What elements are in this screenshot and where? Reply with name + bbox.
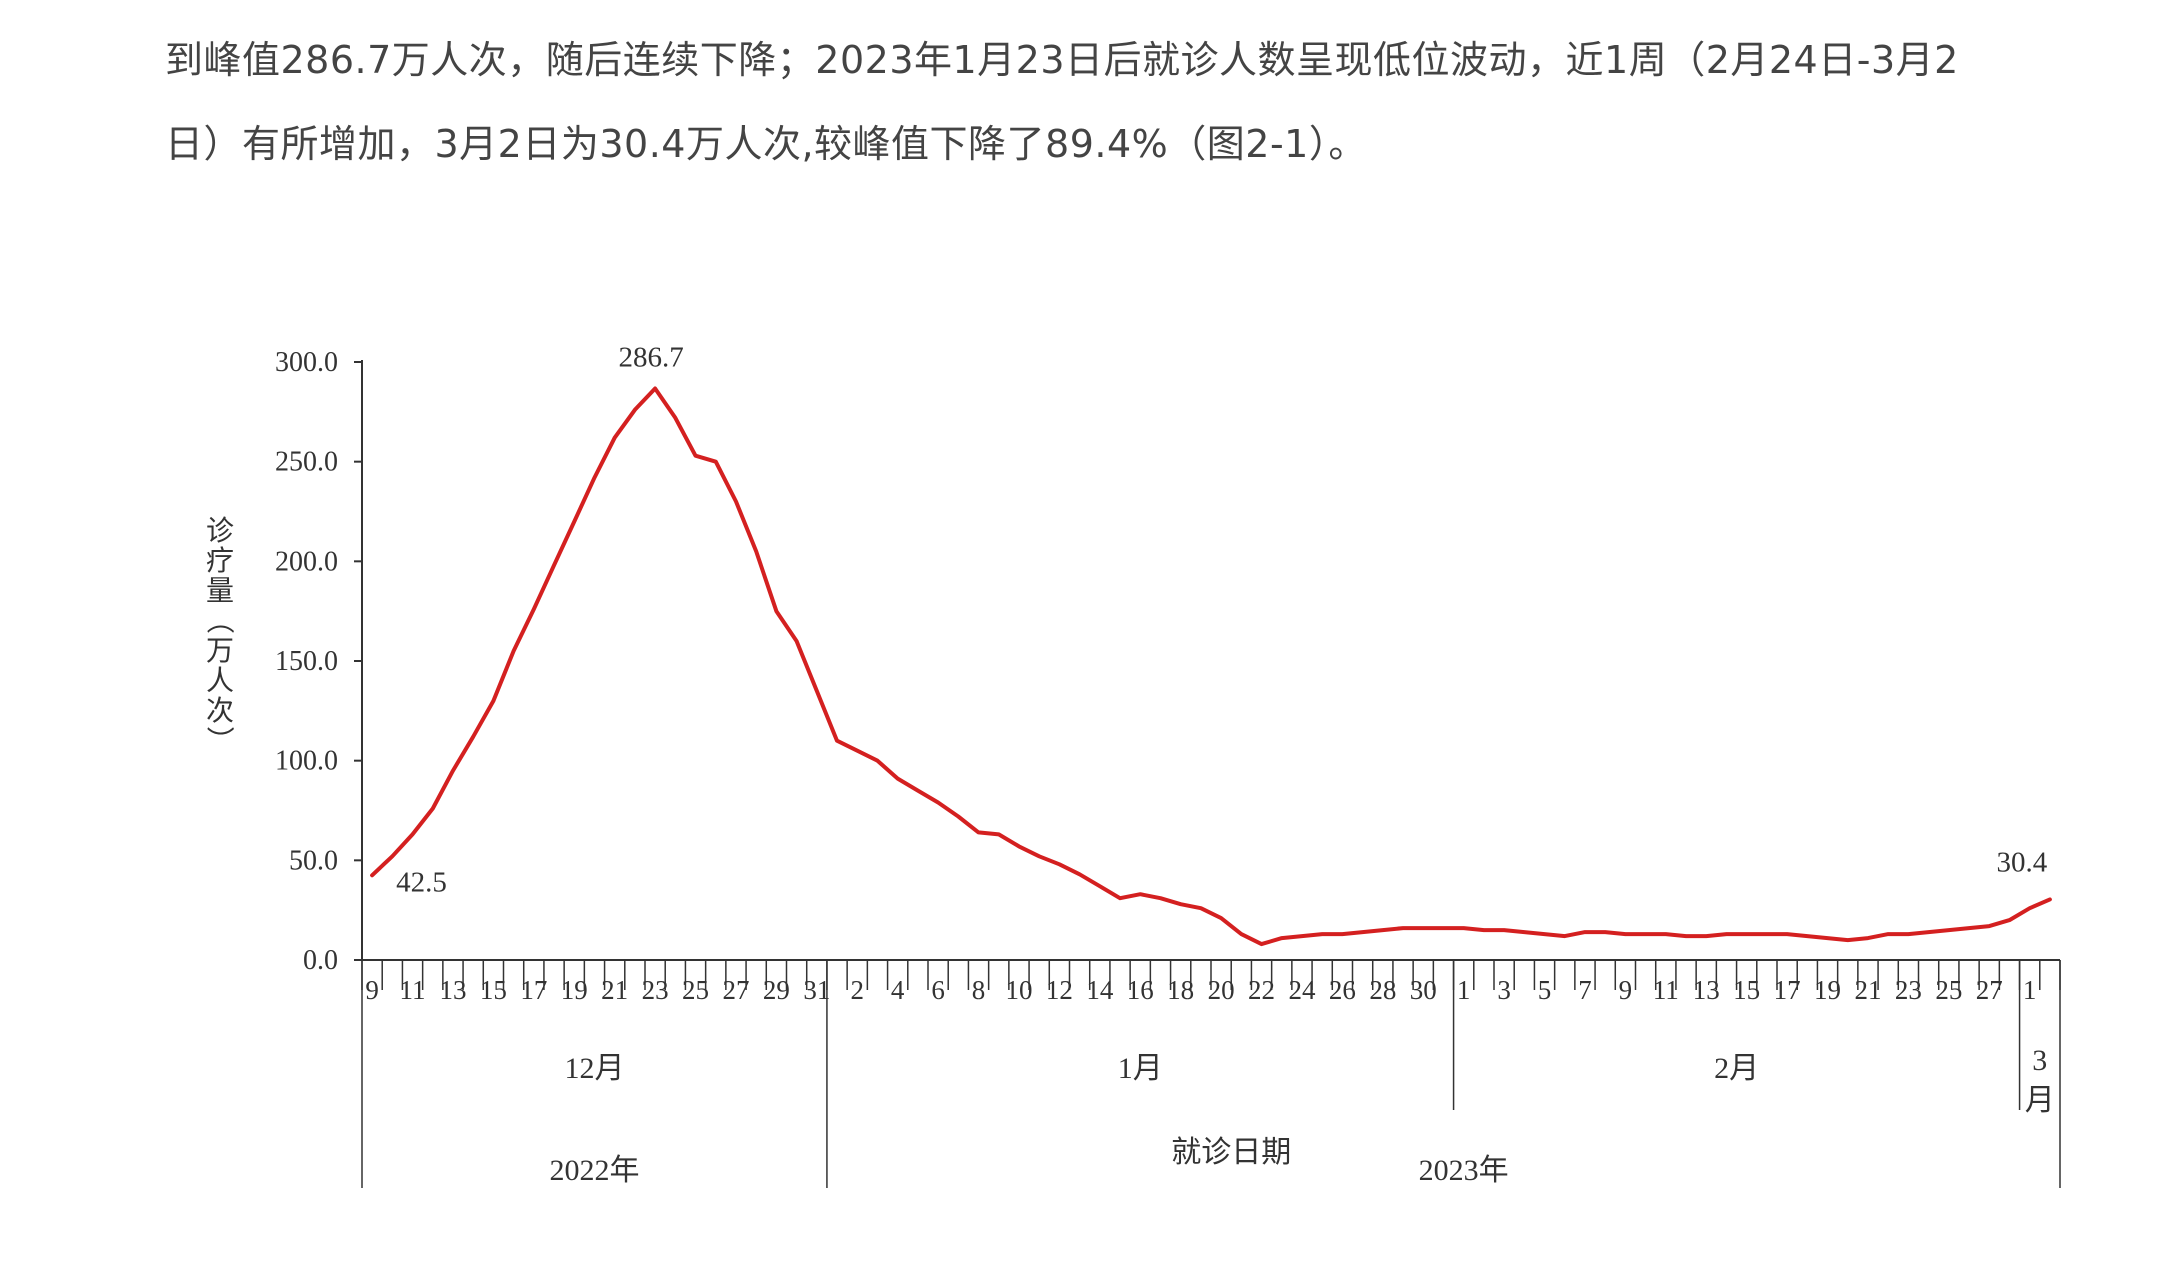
x-tick-label: 28 (1369, 975, 1396, 1005)
x-tick-label: 26 (1329, 975, 1356, 1005)
x-tick-label: 10 (1005, 975, 1032, 1005)
x-tick-label: 3 (1497, 975, 1511, 1005)
annotation-end: 30.4 (1997, 846, 2048, 878)
x-tick-label: 23 (1895, 975, 1922, 1005)
y-axis-title-char: ） (203, 726, 236, 754)
x-tick-label: 24 (1288, 975, 1316, 1005)
x-tick-label: 7 (1578, 975, 1592, 1005)
y-tick-label: 300.0 (275, 347, 338, 378)
x-tick-label: 30 (1410, 975, 1437, 1005)
y-axis-title: 诊疗量（万人次） (203, 514, 236, 754)
x-tick-label: 6 (931, 975, 945, 1005)
y-axis-title-char: 诊 (206, 514, 234, 547)
x-tick-label: 15 (480, 975, 507, 1005)
x-tick-label: 13 (439, 975, 466, 1005)
x-tick-label: 27 (1976, 975, 2003, 1005)
x-tick-label: 11 (1653, 975, 1679, 1005)
x-tick-label: 9 (365, 975, 379, 1005)
x-tick-label: 5 (1538, 975, 1552, 1005)
y-tick-label: 0.0 (303, 945, 338, 976)
x-tick-label: 16 (1127, 975, 1154, 1005)
x-tick-label: 19 (1814, 975, 1841, 1005)
intro-line-1: 到峰值286.7万人次，随后连续下降；2023年1月23日后就诊人数呈现低位波动… (165, 38, 1959, 82)
y-axis-title-char: 万 (206, 634, 234, 667)
y-tick-label: 150.0 (275, 646, 338, 677)
x-tick-label: 25 (1935, 975, 1962, 1005)
month-label: 2月 (1714, 1052, 1759, 1085)
x-tick-label: 20 (1208, 975, 1235, 1005)
x-tick-label: 2 (851, 975, 865, 1005)
month-label: 1月 (1118, 1052, 1163, 1085)
x-tick-label: 14 (1086, 975, 1114, 1005)
year-label: 2023年 (1419, 1154, 1509, 1187)
y-axis-title-char: 人 (206, 664, 234, 697)
x-tick-label: 9 (1619, 975, 1633, 1005)
x-tick-label: 23 (642, 975, 669, 1005)
x-tick-label: 13 (1693, 975, 1720, 1005)
annotations: 42.5 286.7 30.4 (396, 342, 2048, 899)
x-tick-label: 25 (682, 975, 709, 1005)
x-tick-label: 29 (763, 975, 790, 1005)
x-tick-label: 17 (1774, 975, 1801, 1005)
annotation-peak: 286.7 (618, 342, 683, 374)
y-tick-label: 50.0 (289, 845, 338, 876)
y-axis-title-char: （ (203, 606, 236, 634)
intro-text: 到峰值286.7万人次，随后连续下降；2023年1月23日后就诊人数呈现低位波动… (165, 18, 2085, 186)
x-tick-label: 1 (2023, 975, 2037, 1005)
y-axis-title-char: 量 (206, 574, 234, 607)
x-tick-label: 11 (400, 975, 426, 1005)
x-tick-label: 31 (803, 975, 830, 1005)
x-tick-label: 1 (1457, 975, 1471, 1005)
y-tick-label: 250.0 (275, 447, 338, 478)
x-tick-label: 21 (1854, 975, 1881, 1005)
intro-line-2: 日）有所增加，3月2日为30.4万人次,较峰值下降了89.4%（图2-1）。 (165, 122, 1367, 166)
x-axis-title: 就诊日期 (1171, 1136, 1291, 1169)
month-label: 3 (2032, 1044, 2047, 1077)
y-tick-label: 100.0 (275, 746, 338, 777)
series-line (370, 386, 2052, 947)
y-axis-title-char: 疗 (206, 544, 234, 577)
month-label: 12月 (564, 1052, 624, 1085)
x-tick-label: 27 (722, 975, 749, 1005)
x-tick-label: 22 (1248, 975, 1275, 1005)
x-tick-label: 8 (972, 975, 986, 1005)
x-tick-label: 19 (561, 975, 588, 1005)
x-axis: 9 11 13 15 17 19 21 23 25 27 29 31 2 4 6 8 10 12 14 16 18 20 2… (361, 959, 2061, 1188)
x-tick-label: 17 (520, 975, 547, 1005)
year-label: 2022年 (549, 1154, 639, 1187)
x-tick-label: 15 (1733, 975, 1760, 1005)
series-layer (370, 386, 2052, 947)
y-axis: 0.0 50.0 100.0 150.0 200.0 250.0 300.0 (275, 347, 363, 976)
x-tick-label: 4 (891, 975, 905, 1005)
x-tick-label: 12 (1046, 975, 1073, 1005)
y-tick-label: 200.0 (275, 546, 338, 577)
x-tick-label: 21 (601, 975, 628, 1005)
annotation-start: 42.5 (396, 866, 447, 898)
y-axis-title-char: 次 (206, 694, 234, 727)
month-label: 月 (2025, 1084, 2055, 1117)
x-tick-label: 18 (1167, 975, 1194, 1005)
